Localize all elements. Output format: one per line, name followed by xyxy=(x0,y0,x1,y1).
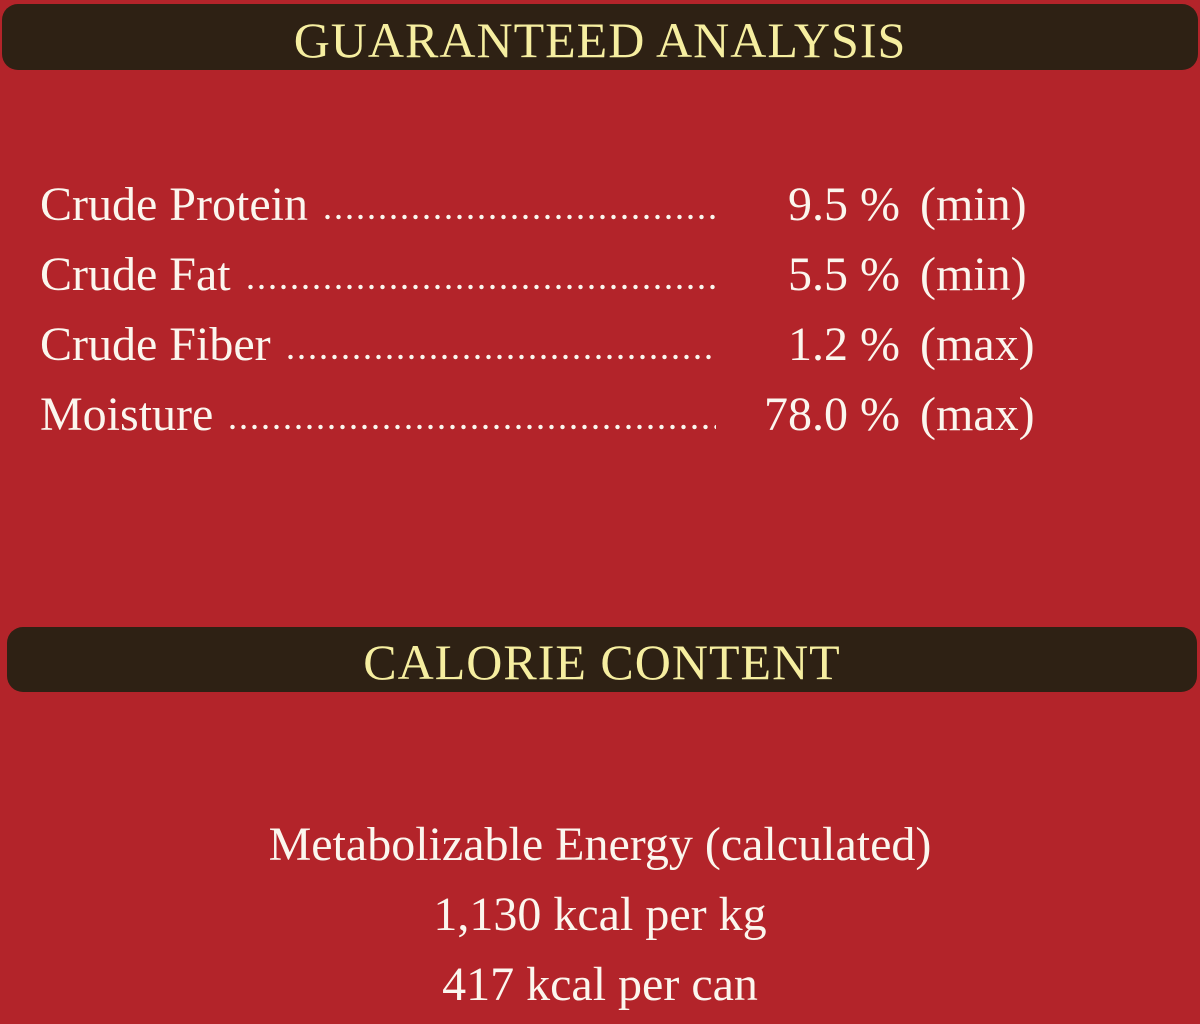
calorie-list: Metabolizable Energy (calculated) 1,130 k… xyxy=(0,810,1200,1020)
nutrient-value: 1.2 % xyxy=(788,318,900,371)
nutrient-name: Moisture xyxy=(40,388,214,441)
nutrient-name: Crude Fat xyxy=(40,248,231,301)
section-header: GUARANTEED ANALYSIS xyxy=(2,4,1198,70)
nutrient-name: Crude Fiber xyxy=(40,318,271,371)
dot-leader xyxy=(244,284,716,290)
calorie-line: Metabolizable Energy (calculated) xyxy=(268,818,932,871)
analysis-row: Crude Fat 5.5 % (min) xyxy=(40,240,1075,310)
nutrient-qualifier: (max) xyxy=(920,318,1035,371)
nutrient-value: 9.5 % xyxy=(788,178,900,231)
dot-leader xyxy=(284,354,716,360)
nutrient-qualifier: (min) xyxy=(920,178,1027,231)
analysis-row: Crude Protein 9.5 % (min) xyxy=(40,170,1075,240)
nutrient-name: Crude Protein xyxy=(40,178,308,231)
nutrient-value: 5.5 % xyxy=(788,248,900,301)
calorie-line: 417 kcal per can xyxy=(442,958,758,1011)
nutrient-qualifier: (min) xyxy=(920,248,1027,301)
calorie-line: 1,130 kcal per kg xyxy=(433,888,767,941)
nutrient-value: 78.0 % xyxy=(764,388,900,441)
analysis-row: Moisture 78.0 % (max) xyxy=(40,380,1075,450)
nutrient-qualifier: (max) xyxy=(920,388,1035,441)
analysis-list: Crude Protein 9.5 % (min) Crude Fat 5.5 % (mi… xyxy=(40,170,1075,450)
analysis-row: Crude Fiber 1.2 % (max) xyxy=(40,310,1075,380)
dot-leader xyxy=(227,424,716,430)
dot-leader xyxy=(321,214,716,220)
section-header: CALORIE CONTENT xyxy=(7,627,1197,692)
